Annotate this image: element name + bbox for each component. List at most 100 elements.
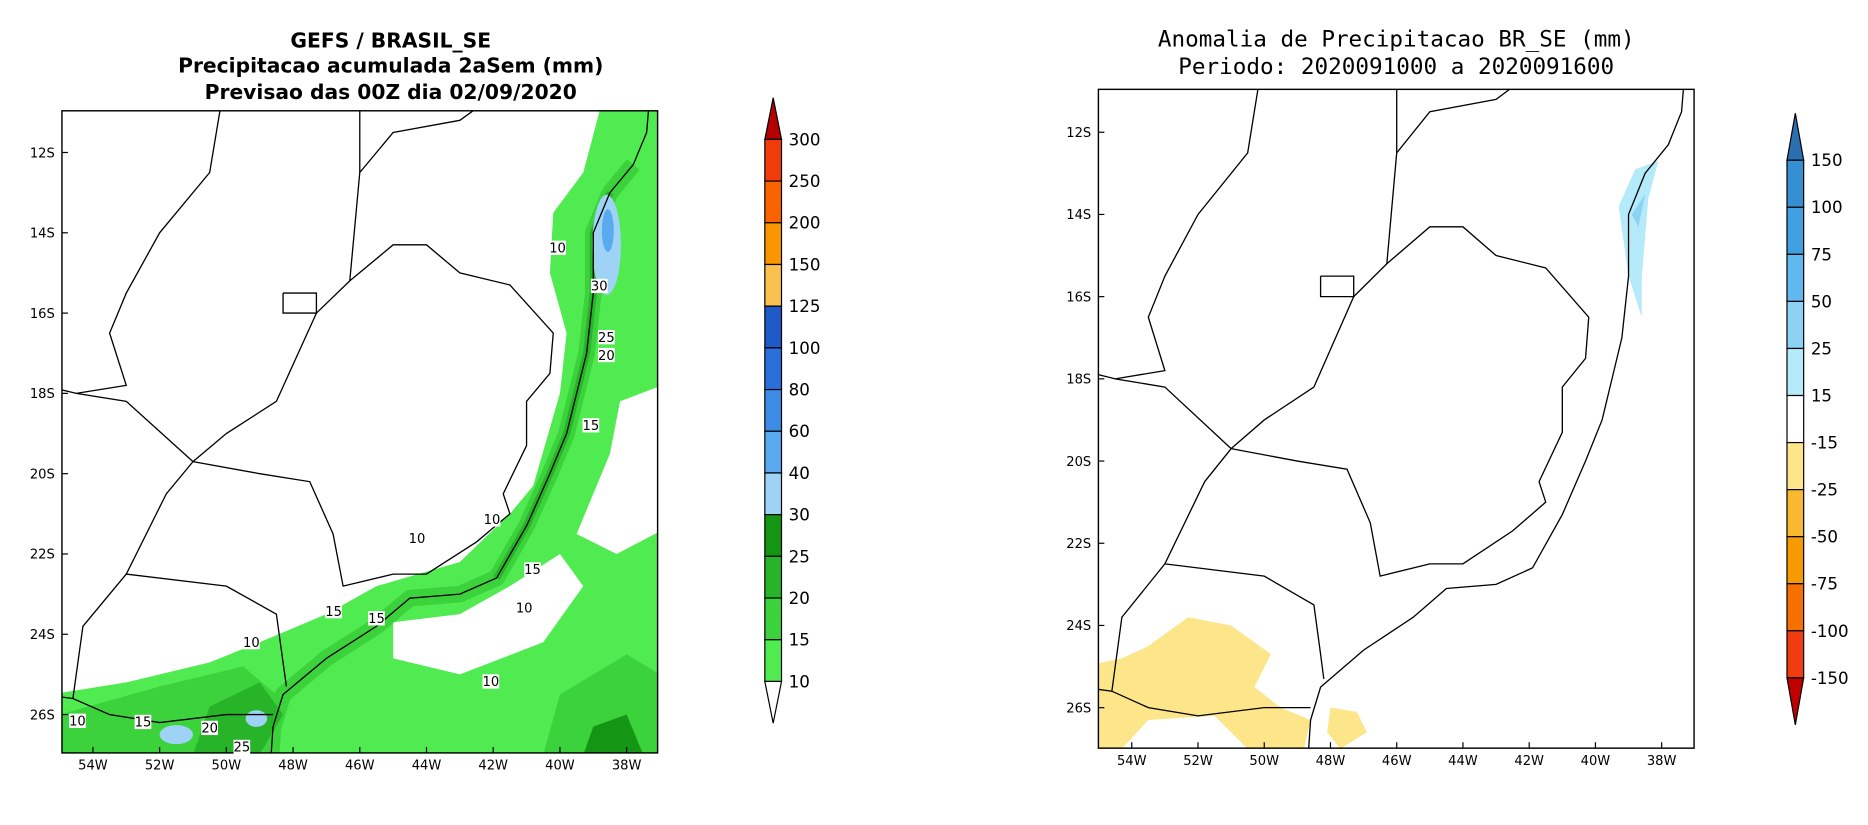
lat-label: 20S	[30, 467, 55, 482]
lat-label: 18S	[30, 387, 55, 402]
contour-label: 15	[524, 563, 541, 578]
contour-label: 25	[598, 331, 615, 346]
state-border	[1163, 448, 1325, 680]
lon-label: 50W	[1249, 754, 1279, 769]
state-border	[1115, 378, 1232, 450]
colorbar-box	[1786, 630, 1805, 679]
colorbar-box	[1786, 300, 1805, 350]
contour-label-bg	[368, 611, 385, 626]
contour-label-bg	[325, 604, 342, 619]
lon-label: 44W	[1448, 754, 1478, 769]
lat-label: 14S	[30, 227, 55, 242]
colorbar-box	[764, 472, 783, 516]
contour-label: 15	[583, 419, 600, 434]
contour-label: 10	[243, 636, 260, 651]
shade	[1098, 617, 1311, 749]
colorbar-label: 100	[1811, 198, 1843, 217]
colorbar-label: 150	[789, 255, 821, 274]
contour-label-bg	[524, 562, 541, 577]
contour-label-bg	[483, 512, 501, 527]
lon-label: 52W	[145, 759, 175, 774]
contour-label: 15	[325, 605, 342, 620]
contour-label-bg	[549, 240, 566, 255]
contour-label: 20	[201, 722, 218, 737]
colorbar-box	[1786, 206, 1805, 255]
contour-label: 10	[482, 675, 499, 690]
colorbar-box	[764, 138, 783, 182]
lon-label: 38W	[1647, 754, 1677, 769]
colorbar-box	[764, 388, 783, 432]
colorbar-label: -15	[1811, 434, 1838, 453]
lon-label: 46W	[1382, 754, 1412, 769]
lat-label: 16S	[1066, 290, 1091, 305]
shade	[583, 714, 643, 753]
lon-label: 40W	[545, 759, 575, 774]
lon-label: 38W	[612, 759, 642, 774]
contour-label-bg	[134, 714, 152, 730]
contour-labels: 10 30 25 20 15 10 10 15 15 15 10 10 10 10 15 20 25	[69, 240, 615, 756]
contour-label: 10	[549, 242, 566, 257]
lat-label: 24S	[30, 628, 55, 643]
title: Previsao das 00Z dia 02/09/2020	[205, 80, 577, 104]
colorbar-label: -75	[1811, 575, 1838, 594]
contour-label: 10	[409, 532, 426, 547]
colorbar-label: 10	[789, 672, 810, 691]
contour-label-bg	[482, 674, 500, 689]
state-border	[125, 461, 288, 687]
colorbar-label: -25	[1811, 481, 1838, 500]
contour-label: 15	[368, 612, 385, 627]
colorbar-box	[764, 555, 783, 599]
colorbar-label: 40	[789, 464, 810, 483]
colorbar-box	[764, 639, 783, 683]
title: Periodo: 2020091000 a 2020091600	[1178, 54, 1614, 80]
colorbar-box	[764, 430, 783, 474]
colorbar-box	[764, 514, 783, 557]
colorbar-box	[1786, 347, 1805, 397]
colorbar-label: 60	[789, 422, 810, 441]
contour-label-bg	[233, 739, 251, 755]
state-border	[61, 110, 221, 395]
shade	[159, 725, 193, 745]
contour-label-bg	[598, 347, 615, 363]
colorbar-box	[764, 263, 783, 307]
contour-label-bg	[408, 531, 426, 546]
contour-label-bg	[598, 330, 615, 345]
colorbar-label: 25	[789, 547, 810, 566]
lat-label: 24S	[1066, 619, 1091, 634]
colorbar-box	[764, 597, 783, 641]
lon-label: 42W	[1514, 754, 1544, 769]
contour-label-bg	[243, 634, 260, 650]
lon-label: 48W	[278, 759, 308, 774]
lon-label: 52W	[1183, 754, 1213, 769]
state-border	[1319, 275, 1355, 298]
shade	[601, 209, 614, 252]
contour-label-bg	[69, 713, 86, 728]
colorbar-label: 80	[789, 381, 810, 400]
state-border	[192, 244, 554, 587]
lon-label: 54W	[78, 759, 108, 774]
shade	[193, 682, 284, 753]
colorbar-label: 250	[789, 172, 821, 191]
shade	[245, 710, 268, 727]
colorbar-box	[1786, 489, 1805, 538]
lon-label: 40W	[1581, 754, 1611, 769]
colorbar-label: 150	[1811, 151, 1843, 170]
map-left	[61, 110, 658, 753]
colorbar-label: 125	[789, 297, 821, 316]
state-border	[1111, 563, 1166, 692]
shade	[1631, 193, 1646, 227]
shade	[393, 553, 584, 675]
state-border	[72, 573, 127, 699]
state-border	[1098, 89, 1259, 380]
colorbar-label: 50	[1811, 292, 1832, 311]
colorbar-box	[764, 180, 783, 224]
lat-label: 12S	[1066, 126, 1091, 141]
shade	[1618, 160, 1659, 318]
colorbar-tip	[1786, 677, 1805, 726]
lon-label: 42W	[478, 759, 508, 774]
colorbar-label: 25	[1811, 339, 1832, 358]
coastline	[270, 110, 650, 753]
map-right	[1098, 89, 1685, 749]
lon-label: 44W	[412, 759, 442, 774]
state-border	[1396, 89, 1511, 154]
